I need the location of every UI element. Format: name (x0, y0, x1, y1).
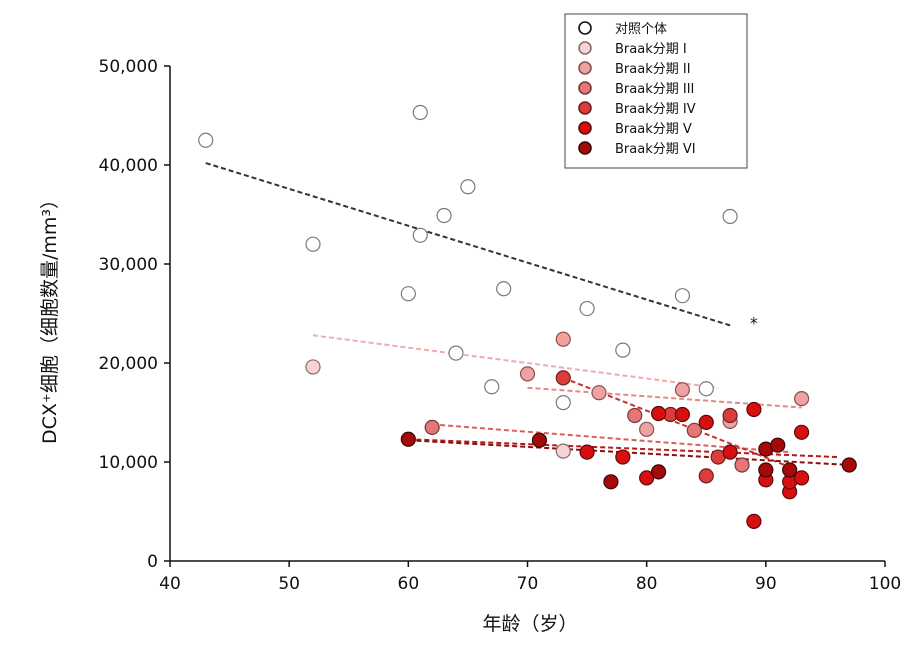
data-point (305, 236, 321, 252)
x-tick-label: 90 (755, 574, 777, 594)
data-point (436, 207, 452, 224)
y-tick-label: 50,000 (99, 57, 158, 77)
trend-line (205, 162, 731, 327)
data-point (448, 345, 464, 361)
data-point (793, 424, 810, 440)
data-point (424, 419, 440, 435)
legend-label: Braak分期 IV (615, 102, 696, 117)
plot-area: * (198, 104, 857, 530)
x-axis-title: 年龄（岁） (482, 613, 577, 635)
data-point (746, 513, 762, 530)
data-point (674, 382, 691, 398)
legend-label: 对照个体 (615, 22, 667, 37)
data-point (412, 227, 428, 243)
data-point (650, 464, 667, 480)
legend-marker (578, 41, 592, 55)
legend-label: Braak分期 I (615, 42, 687, 57)
data-point (674, 406, 691, 423)
x-tick-label: 80 (636, 574, 658, 594)
data-point (758, 462, 774, 478)
data-point (484, 379, 500, 395)
y-tick-label: 30,000 (99, 255, 158, 275)
legend: 对照个体 Braak分期 I Braak分期 II Braak分期 III Braak分… (564, 13, 748, 169)
x-tick-label: 50 (278, 574, 300, 594)
data-point (722, 407, 738, 424)
data-point (555, 331, 571, 347)
data-point (734, 457, 750, 473)
legend-marker (578, 81, 592, 95)
significance-annotation: * (750, 313, 758, 332)
data-point (198, 132, 214, 148)
legend-marker (578, 141, 592, 155)
data-point (531, 432, 548, 448)
data-point (305, 359, 321, 375)
x-tick-label: 70 (517, 574, 539, 594)
data-point (698, 381, 714, 397)
legend-label: Braak分期 III (615, 82, 694, 97)
data-point (496, 281, 512, 297)
data-point (555, 370, 571, 386)
data-point (722, 208, 738, 225)
y-tick-label: 40,000 (99, 156, 158, 176)
y-tick-label: 0 (147, 552, 158, 572)
data-point (639, 421, 655, 437)
x-tick-label: 100 (869, 574, 901, 594)
legend-marker (578, 121, 592, 135)
y-axis-title: DCX⁺细胞（细胞数量/mm³） (39, 190, 61, 444)
data-point (603, 474, 619, 490)
data-point (770, 437, 786, 453)
data-point (674, 288, 691, 304)
data-point (579, 300, 595, 317)
data-point (627, 407, 643, 424)
legend-label: Braak分期 II (615, 62, 691, 77)
legend-marker (578, 21, 592, 35)
data-point (698, 468, 714, 484)
data-point (579, 444, 595, 460)
data-point (615, 449, 631, 465)
data-point (841, 457, 857, 473)
data-point (555, 395, 571, 411)
data-point (639, 470, 655, 486)
data-point (400, 431, 416, 447)
data-point (686, 422, 702, 438)
x-tick-label: 40 (159, 574, 181, 594)
data-point (519, 366, 536, 382)
data-point (793, 391, 810, 407)
trend-line (312, 334, 719, 389)
data-point (698, 414, 714, 430)
x-tick-label: 60 (398, 574, 420, 594)
data-point (746, 401, 762, 418)
axes: 40 50 60 70 80 90 100 0 10,000 20,000 30,000 40,000… (99, 57, 902, 594)
data-point (615, 342, 631, 358)
data-point (460, 179, 476, 195)
data-point (793, 470, 810, 486)
y-tick-label: 20,000 (99, 354, 158, 374)
data-point (591, 385, 607, 401)
data-point (782, 462, 798, 478)
legend-label: Braak分期 VI (615, 142, 696, 157)
legend-marker (578, 61, 592, 75)
data-point (722, 444, 738, 460)
data-point (555, 443, 571, 459)
legend-marker (578, 101, 592, 115)
legend-label: Braak分期 V (615, 122, 692, 137)
y-tick-label: 10,000 (99, 453, 158, 473)
data-point (650, 405, 667, 422)
legend-box (564, 13, 748, 169)
data-point (412, 104, 428, 121)
data-point (400, 286, 416, 302)
